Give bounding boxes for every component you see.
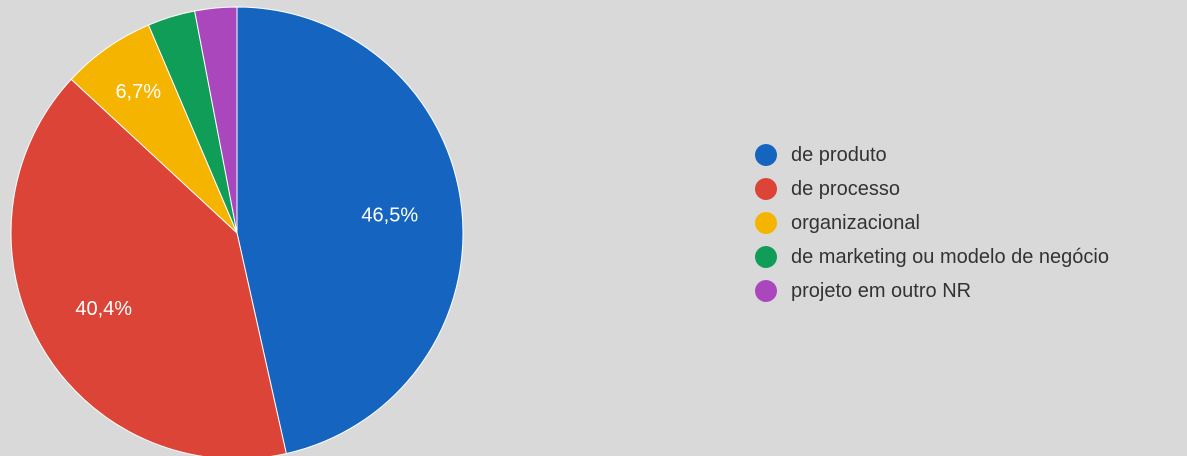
pie-slice-4 (194, 6, 238, 234)
legend-item: organizacional (755, 206, 1109, 240)
legend-swatch-icon (755, 178, 777, 200)
legend-swatch-icon (755, 246, 777, 268)
legend-label: de produto (791, 143, 887, 166)
legend-item: projeto em outro NR (755, 274, 1109, 308)
legend-swatch-icon (755, 144, 777, 166)
slice-value-label: 40,4% (75, 298, 132, 320)
pie-slice-1 (10, 78, 287, 456)
slice-value-label: 46,5% (361, 204, 418, 226)
pie-slice-0 (236, 6, 464, 455)
chart-legend: de produto de processo organizacional de… (755, 138, 1109, 308)
legend-label: de processo (791, 177, 900, 200)
legend-label: organizacional (791, 211, 920, 234)
slice-value-label: 6,7% (115, 81, 161, 103)
legend-label: projeto em outro NR (791, 279, 972, 302)
legend-swatch-icon (755, 280, 777, 302)
legend-item: de processo (755, 172, 1109, 206)
legend-label: de marketing ou modelo de negócio (791, 245, 1109, 268)
legend-item: de produto (755, 138, 1109, 172)
legend-swatch-icon (755, 212, 777, 234)
legend-item: de marketing ou modelo de negócio (755, 240, 1109, 274)
